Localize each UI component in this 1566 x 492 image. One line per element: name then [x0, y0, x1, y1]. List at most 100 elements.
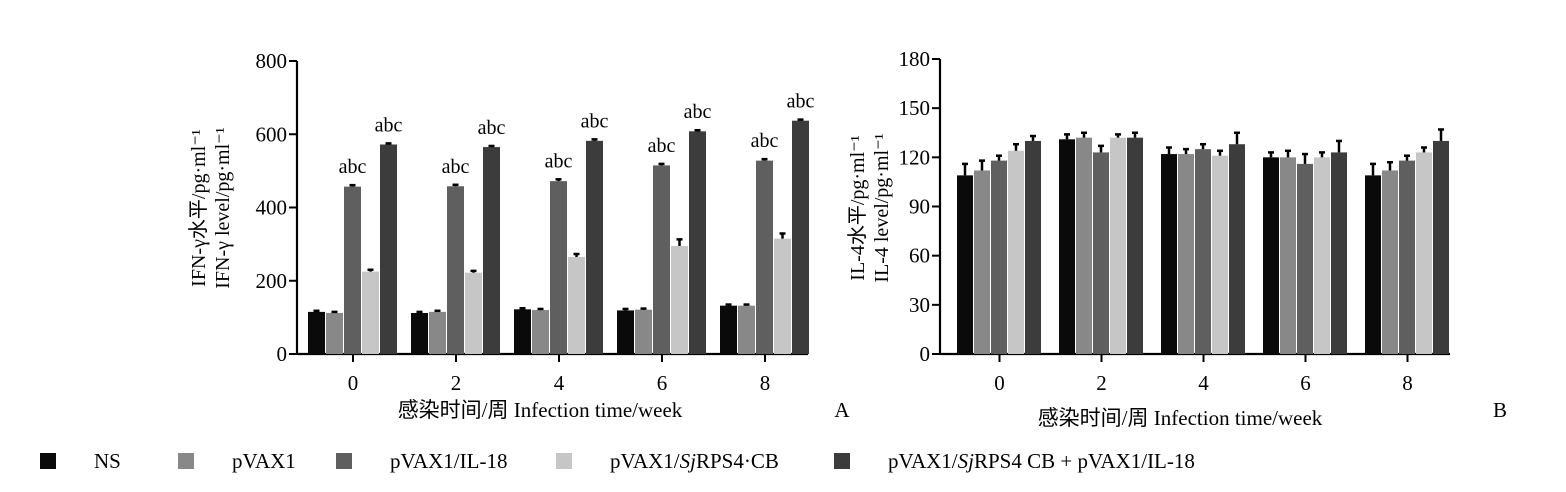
- legend-item-pvax1-sjrps4-cb: pVAX1/SjRPS4·CB: [556, 446, 779, 476]
- bar: [1365, 175, 1381, 354]
- y-tick-label: 120: [899, 145, 931, 169]
- significance-label: abc: [751, 130, 779, 152]
- legend: NS pVAX1 pVAX1/IL-18 pVAX1/SjRPS4·CB pVA…: [0, 446, 1566, 486]
- bar: [1433, 140, 1449, 354]
- bar: [550, 181, 567, 354]
- bar: [1229, 144, 1245, 354]
- y-tick-label: 800: [256, 49, 288, 73]
- bar: [1127, 137, 1143, 354]
- y-tick-label: 600: [256, 122, 288, 146]
- significance-label: abc: [581, 110, 609, 132]
- x-tick-label: 0: [994, 371, 1005, 395]
- bar: [1076, 137, 1092, 354]
- panel-label: B: [1493, 398, 1507, 422]
- x-axis-label: 感染时间/周 Infection time/week: [1038, 406, 1323, 430]
- legend-swatch: [178, 453, 194, 469]
- y-tick-label: 90: [909, 195, 930, 219]
- x-tick-label: 8: [760, 371, 771, 395]
- bar: [1025, 140, 1041, 354]
- y-tick-label: 0: [277, 342, 288, 366]
- legend-label: pVAX1/SjRPS4 CB + pVAX1/IL-18: [888, 448, 1195, 473]
- bar: [1314, 157, 1330, 354]
- y-tick-label: 0: [920, 342, 931, 366]
- y-tick-label: 180: [899, 47, 931, 71]
- significance-label: abc: [375, 114, 403, 136]
- bar: [1331, 152, 1347, 354]
- bar: [362, 271, 379, 354]
- y-tick-label: 60: [909, 244, 930, 268]
- bar: [1008, 150, 1024, 354]
- legend-label: pVAX1/SjRPS4·CB: [610, 448, 779, 473]
- bar: [1297, 163, 1313, 354]
- x-tick-label: 6: [1300, 371, 1311, 395]
- bar: [1416, 152, 1432, 354]
- panel-label: A: [834, 398, 850, 422]
- y-tick-label: 30: [909, 293, 930, 317]
- bar: [1195, 149, 1211, 354]
- bar: [1178, 154, 1194, 354]
- bar: [411, 312, 428, 354]
- significance-label: abc: [478, 117, 506, 139]
- bar: [738, 305, 755, 354]
- bar: [1093, 152, 1109, 354]
- bar: [586, 140, 603, 354]
- bar: [1399, 160, 1415, 354]
- bar: [774, 238, 791, 354]
- bar: [689, 131, 706, 354]
- y-axis-label: IFN-γ level/pg·ml⁻¹: [212, 127, 234, 288]
- legend-label: pVAX1: [232, 448, 296, 473]
- chart-panel-B: 0 30 60 90 120 150 180 0 2 4 6 8 IL-4水平/pg·ml⁻¹ IL-4 …: [846, 47, 1507, 430]
- legend-swatch: [834, 453, 850, 469]
- legend-swatch: [336, 453, 352, 469]
- bar: [756, 160, 773, 354]
- y-tick-label: 200: [256, 269, 288, 293]
- bar: [308, 311, 325, 354]
- bar: [1263, 157, 1279, 354]
- bar: [568, 256, 585, 354]
- legend-swatch: [40, 453, 56, 469]
- bar: [380, 144, 397, 354]
- bar: [344, 186, 361, 354]
- bar: [653, 165, 670, 354]
- bar: [483, 147, 500, 354]
- legend-swatch: [556, 453, 572, 469]
- x-tick-label: 4: [554, 371, 565, 395]
- bar: [1059, 139, 1075, 354]
- significance-label: abc: [684, 101, 712, 123]
- legend-item-ns: NS: [40, 446, 121, 476]
- x-axis-label: 感染时间/周 Infection time/week: [398, 398, 683, 422]
- bar: [635, 309, 652, 354]
- x-tick-label: 2: [451, 371, 462, 395]
- significance-label: abc: [787, 91, 815, 113]
- bar: [1110, 137, 1126, 354]
- bar: [447, 186, 464, 354]
- x-tick-label: 4: [1198, 371, 1209, 395]
- y-axis-label: IFN-γ水平/pg·ml⁻¹: [187, 129, 210, 287]
- bar: [1382, 170, 1398, 354]
- bar: [991, 160, 1007, 354]
- x-tick-label: 0: [348, 371, 359, 395]
- bar: [974, 170, 990, 354]
- x-tick-label: 2: [1096, 371, 1107, 395]
- y-tick-label: 150: [899, 96, 931, 120]
- significance-label: abc: [648, 135, 676, 157]
- significance-label: abc: [545, 150, 573, 172]
- significance-label: abc: [339, 156, 367, 178]
- y-tick-label: 400: [256, 196, 288, 220]
- bar: [671, 245, 688, 354]
- x-tick-label: 6: [657, 371, 668, 395]
- bar: [465, 272, 482, 354]
- y-axis-label: IL-4水平/pg·ml⁻¹: [846, 135, 869, 280]
- y-axis-label: IL-4 level/pg·ml⁻¹: [871, 133, 893, 282]
- bar: [792, 120, 809, 354]
- bar: [617, 310, 634, 354]
- bar: [326, 312, 343, 354]
- bar: [532, 310, 549, 354]
- significance-label: abc: [442, 156, 470, 178]
- legend-item-pvax1-il18: pVAX1/IL-18: [336, 446, 507, 476]
- bar: [429, 311, 446, 354]
- bar: [1212, 155, 1228, 354]
- bar: [1161, 154, 1177, 354]
